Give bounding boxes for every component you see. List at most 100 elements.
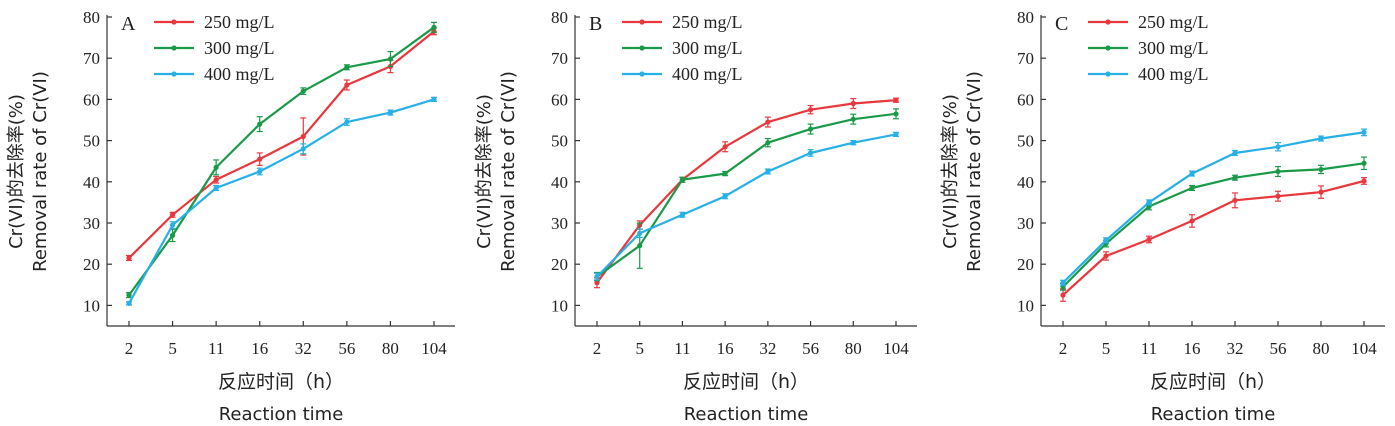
data-point	[1232, 197, 1238, 203]
data-point	[1275, 144, 1281, 150]
x-tick-label: 56	[802, 339, 819, 358]
legend-item: 300 mg/L	[622, 38, 743, 58]
data-point	[893, 97, 899, 103]
data-point	[1361, 129, 1367, 135]
series-line	[1062, 162, 1365, 288]
data-point	[387, 56, 394, 62]
data-point	[344, 119, 350, 125]
x-tick-label: 11	[1141, 339, 1157, 358]
legend-marker	[1105, 45, 1111, 51]
x-axis-label-cn: 反应时间（h）	[1150, 371, 1276, 393]
data-point	[257, 121, 263, 127]
data-point	[637, 230, 643, 236]
data-point	[1318, 189, 1324, 195]
series-line	[596, 99, 897, 284]
y-tick-label: 80	[1017, 8, 1034, 27]
series-line	[1062, 179, 1365, 296]
x-tick-label: 11	[674, 339, 690, 358]
data-point	[722, 170, 728, 177]
panel-label: A	[121, 13, 136, 35]
legend-item: 400 mg/L	[622, 64, 743, 84]
y-tick-label: 40	[551, 173, 568, 192]
data-point	[807, 126, 814, 132]
data-point	[1361, 178, 1367, 184]
data-point	[722, 193, 728, 199]
legend-item: 300 mg/L	[1088, 38, 1209, 58]
y-tick-label: 70	[1017, 49, 1034, 68]
y-axis-label-cn: Cr(VI)的去除率(%)	[474, 94, 495, 249]
data-point	[893, 111, 899, 117]
data-point	[679, 177, 686, 183]
x-tick-label: 80	[845, 339, 862, 358]
legend-label: 300 mg/L	[204, 38, 275, 58]
data-point	[1232, 175, 1238, 181]
series-line	[128, 30, 435, 259]
data-point	[344, 82, 350, 88]
legend-label: 250 mg/L	[1138, 12, 1209, 32]
data-point	[1318, 135, 1324, 142]
chart-panel-c: 10 20 30 40 50 60 70 80 2 5 11 16 32 56 80 104 C Cr(VI)的去…	[940, 8, 1385, 425]
data-point	[169, 212, 176, 218]
series-400	[126, 96, 437, 306]
data-point	[126, 300, 132, 306]
x-tick-label: 104	[883, 339, 909, 358]
data-point	[1275, 193, 1281, 199]
data-point	[300, 133, 306, 140]
legend-item: 250 mg/L	[154, 12, 275, 32]
data-point	[344, 64, 350, 70]
x-axis-label-en: Reaction time	[219, 404, 344, 425]
y-tick-label: 40	[83, 173, 100, 192]
x-tick-label: 56	[338, 339, 355, 358]
legend-marker	[639, 19, 645, 25]
data-point	[765, 140, 771, 146]
y-tick-label: 50	[551, 132, 568, 151]
legend-label: 300 mg/L	[1138, 38, 1209, 58]
y-tick-label: 10	[1017, 296, 1034, 315]
x-tick-label: 2	[125, 339, 134, 358]
y-tick-label: 80	[83, 8, 100, 27]
data-point	[594, 280, 600, 286]
legend-item: 400 mg/L	[154, 64, 275, 84]
y-tick-label: 70	[83, 49, 100, 68]
series-300	[1060, 156, 1367, 291]
data-point	[807, 150, 814, 156]
data-point	[300, 146, 306, 152]
series-line	[128, 26, 435, 296]
x-tick-label: 32	[759, 339, 776, 358]
x-tick-label: 2	[593, 339, 602, 358]
data-point	[679, 212, 686, 218]
y-tick-label: 80	[551, 8, 568, 27]
data-point	[126, 292, 132, 298]
data-point	[126, 255, 132, 261]
y-tick-label: 60	[1017, 90, 1034, 109]
legend-label: 400 mg/L	[204, 64, 275, 84]
data-point	[1189, 170, 1195, 177]
x-axis-label-cn: 反应时间（h）	[683, 371, 809, 393]
x-axis-label-en: Reaction time	[1151, 404, 1276, 425]
legend-marker	[171, 71, 177, 77]
data-point	[1060, 280, 1066, 286]
data-point	[257, 168, 263, 175]
series-400	[594, 131, 899, 281]
legend-marker	[1105, 71, 1111, 77]
data-point	[1361, 160, 1367, 166]
legend-label: 400 mg/L	[1138, 64, 1209, 84]
legend-label: 300 mg/L	[672, 38, 743, 58]
x-tick-label: 5	[168, 339, 177, 358]
data-point	[1146, 199, 1152, 205]
x-tick-label: 104	[421, 339, 447, 358]
legend-item: 250 mg/L	[622, 12, 743, 32]
data-point	[722, 144, 728, 150]
y-tick-label: 50	[1017, 132, 1034, 151]
x-tick-label: 32	[1227, 339, 1244, 358]
x-tick-label: 16	[1184, 339, 1201, 358]
x-tick-label: 2	[1059, 339, 1068, 358]
data-point	[431, 24, 437, 30]
y-axis-label-cn: Cr(VI)的去除率(%)	[6, 94, 27, 249]
data-point	[807, 107, 814, 113]
y-axis-label-en: Removal rate of Cr(VI)	[30, 71, 51, 272]
data-point	[169, 222, 176, 228]
legend-item: 250 mg/L	[1088, 12, 1209, 32]
y-tick-label: 40	[1017, 173, 1034, 192]
